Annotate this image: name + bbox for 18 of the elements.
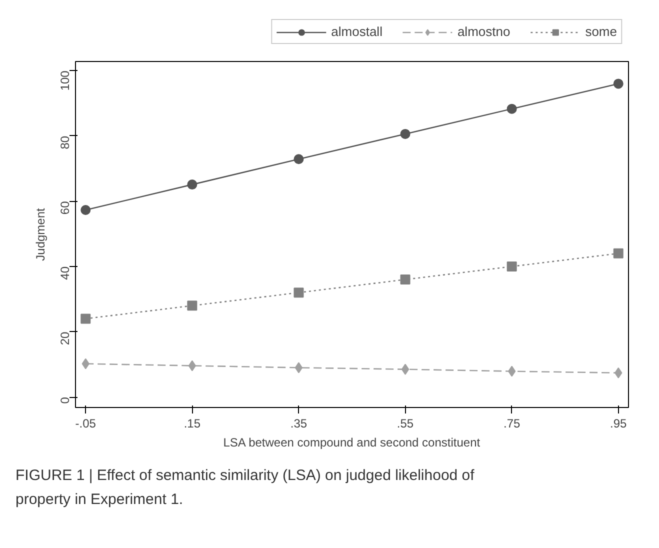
x-axis-title: LSA between compound and second constituent [223,436,481,450]
y-tick-label: 20 [58,331,72,346]
x-tick-label: .95 [610,416,628,430]
caption: FIGURE 1 | Effect of semantic similarity (LSA) on judged likelihood of property in Experiment 1. [16,467,476,508]
x-tick-label: .75 [503,416,520,430]
y-tick-label: 80 [58,136,72,150]
y-tick-label: 0 [58,396,72,404]
y-axis-title: Judgment [34,207,48,261]
legend-label: some [585,24,617,39]
y-tick-label: 60 [58,200,72,215]
x-tick-label: -.05 [75,416,96,430]
legend-label: almostall [331,24,382,39]
y-tick-label: 40 [58,266,72,280]
legend-label: almostno [457,24,510,39]
x-tick-label: .35 [290,416,308,430]
x-tick-label: .15 [184,416,201,430]
x-tick-label: .55 [396,416,414,430]
y-tick-label: 100 [58,70,72,91]
